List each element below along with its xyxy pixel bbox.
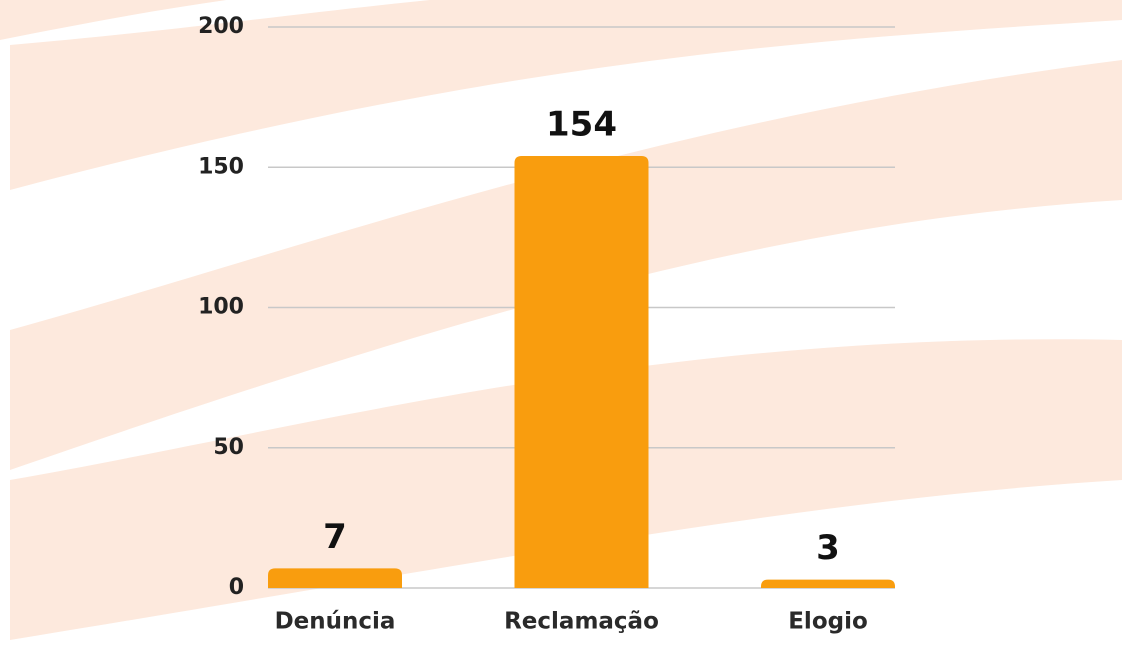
x-tick-label: Reclamação [504,609,659,635]
y-tick-label: 50 [213,435,244,460]
y-tick-label: 0 [229,575,244,600]
bar [761,579,895,588]
value-label: 3 [816,528,840,568]
value-label: 7 [323,517,347,557]
y-tick-label: 150 [198,154,244,179]
y-tick-label: 100 [198,295,244,320]
x-tick-label: Elogio [788,609,868,635]
bar [268,568,402,588]
value-label: 154 [546,105,617,145]
y-tick-label: 200 [198,14,244,39]
x-tick-label: Denúncia [275,609,396,635]
bar [514,156,649,588]
